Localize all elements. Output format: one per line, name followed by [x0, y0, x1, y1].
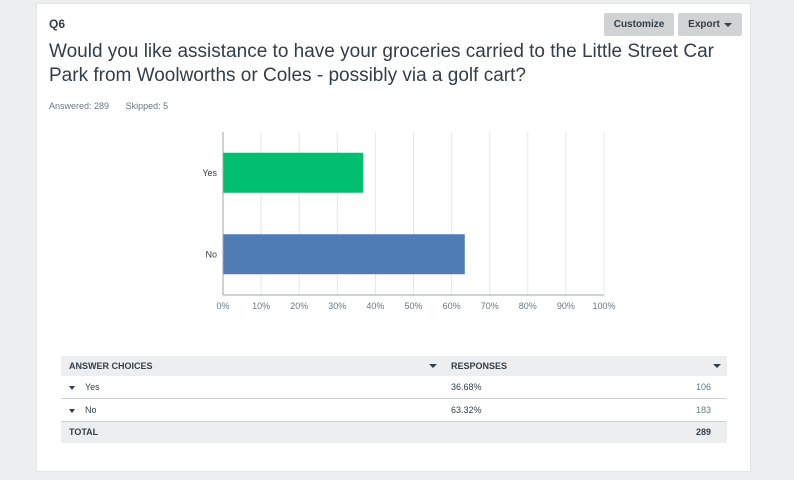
x-tick-label: 100%: [592, 301, 615, 311]
chevron-down-icon: [723, 22, 732, 27]
answer-count: 183: [695, 405, 711, 415]
x-tick-label: 80%: [519, 301, 537, 311]
sort-responses-icon[interactable]: [713, 364, 721, 368]
x-tick-label: 90%: [557, 301, 575, 311]
question-card: Q6 Customize Export Would you like assis…: [36, 3, 751, 472]
x-tick-label: 30%: [328, 301, 346, 311]
x-tick-label: 40%: [366, 301, 384, 311]
customize-button[interactable]: Customize: [604, 13, 674, 36]
response-stats: Answered: 289 Skipped: 5: [49, 101, 182, 111]
skipped-count: Skipped: 5: [125, 101, 169, 111]
expand-caret-icon[interactable]: [69, 408, 75, 413]
x-tick-label: 10%: [252, 301, 270, 311]
y-category-label: No: [205, 249, 217, 259]
x-tick-label: 50%: [404, 301, 422, 311]
question-number: Q6: [49, 17, 66, 31]
response-bar-chart: 0% 10% 20% 30% 40% 50% 60% 70% 80% 90% 100% Yes No: [202, 132, 616, 311]
table-header: ANSWER CHOICES RESPONSES: [61, 356, 727, 376]
table-row: No 63.32% 183: [61, 399, 727, 422]
question-title: Would you like assistance to have your g…: [49, 41, 714, 86]
export-label: Export: [688, 19, 720, 30]
x-tick-label: 20%: [290, 301, 308, 311]
sort-choices-icon[interactable]: [429, 364, 437, 368]
bar-no[interactable]: [223, 234, 465, 275]
answer-table: ANSWER CHOICES RESPONSES Yes 36.68% 106 …: [61, 356, 727, 443]
answer-label[interactable]: No: [69, 399, 97, 421]
total-count: 289: [695, 427, 711, 437]
table-row: Yes 36.68% 106: [61, 376, 727, 399]
answer-choices-header[interactable]: ANSWER CHOICES: [69, 361, 153, 371]
answered-count: Answered: 289: [49, 101, 110, 111]
total-label: TOTAL: [69, 427, 99, 437]
x-tick-label: 60%: [443, 301, 461, 311]
x-tick-label: 0%: [216, 301, 229, 311]
answer-percent: 63.32%: [451, 405, 482, 415]
responses-header[interactable]: RESPONSES: [451, 361, 508, 371]
answer-percent: 36.68%: [451, 382, 482, 392]
customize-label: Customize: [613, 19, 665, 30]
bar-yes[interactable]: [223, 152, 364, 193]
y-category-label: Yes: [202, 168, 217, 178]
x-tick-label: 70%: [481, 301, 499, 311]
table-total-row: TOTAL 289: [61, 422, 727, 443]
answer-label[interactable]: Yes: [69, 376, 100, 398]
export-button[interactable]: Export: [678, 13, 742, 36]
answer-count: 106: [695, 382, 711, 392]
expand-caret-icon[interactable]: [69, 385, 75, 390]
